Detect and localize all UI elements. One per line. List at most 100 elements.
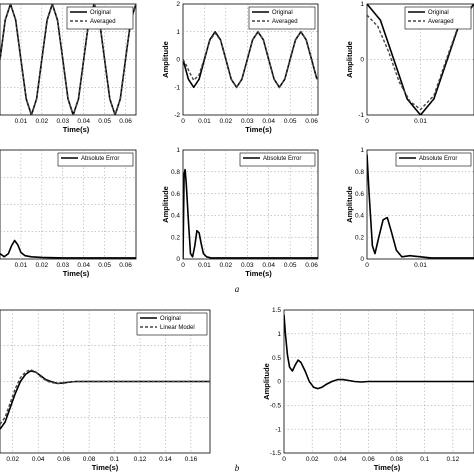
y-tick-label: 1.5	[272, 307, 281, 314]
x-tick-label: 0.02	[36, 118, 49, 125]
series-line-1	[367, 154, 474, 259]
x-tick-label: 0.01	[414, 118, 427, 125]
x-tick-label: 0.04	[334, 456, 347, 463]
legend-box	[395, 152, 472, 167]
y-tick-label: 2	[176, 1, 180, 8]
y-axis-label: Amplitude	[262, 363, 271, 400]
legend: Original Averaged	[248, 6, 316, 30]
x-tick-label: 0.05	[284, 262, 297, 269]
legend-entry: Averaged	[272, 19, 298, 25]
x-tick-label: 0.02	[36, 262, 49, 269]
x-tick-label: 0.03	[241, 262, 254, 269]
legend-entry: Absolute Error	[263, 156, 301, 162]
y-tick-label: 0.8	[171, 169, 180, 176]
chart-panel-1: 0.01 0.02 0.03 0.04 0.05 0.06 Time(s) Original A…	[0, 3, 137, 134]
plot-frame	[366, 149, 474, 260]
legend: Original Averaged	[66, 6, 134, 30]
x-tick-label: 0.14	[159, 456, 172, 463]
x-axis-label: Time(s)	[374, 463, 401, 472]
series-line-1	[183, 168, 318, 259]
x-axis-label: Time(s)	[92, 463, 119, 472]
y-tick-label: 1	[176, 147, 180, 154]
series-line-1	[0, 239, 136, 259]
y-tick-label: 0.2	[171, 234, 180, 241]
y-tick-label: 0.5	[272, 355, 281, 362]
y-tick-label: 1	[360, 147, 364, 154]
x-tick-label: 0.02	[220, 262, 233, 269]
x-tick-label: 0.16	[185, 456, 198, 463]
y-axis-label: Amplitude	[161, 186, 170, 223]
x-tick-label: 0	[365, 262, 369, 269]
x-tick-label: 0.06	[57, 456, 70, 463]
y-tick-label: -1	[174, 84, 180, 91]
y-tick-label: 1	[277, 331, 281, 338]
y-tick-label: -1.5	[270, 450, 282, 457]
y-tick-label: 0	[176, 256, 180, 263]
y-tick-label: 1	[360, 1, 364, 8]
x-tick-label: 0.1	[420, 456, 429, 463]
x-tick-label: 0.05	[98, 118, 111, 125]
chart-panel-8: 0 0.02 0.04 0.06 0.08 0.1 0.12 -1.5 -1 -0.5 0 0.5 1 1…	[262, 307, 474, 472]
x-tick-label: 0.05	[284, 118, 297, 125]
legend-entry: Original	[90, 10, 111, 16]
legend-entry: Absolute Error	[81, 156, 119, 162]
x-tick-label: 0.03	[241, 118, 254, 125]
x-tick-label: 0.01	[15, 118, 28, 125]
plot-frame	[182, 149, 319, 260]
x-tick-label: 0.08	[390, 456, 403, 463]
x-tick-label: 0.04	[32, 456, 45, 463]
legend-entry: Averaged	[90, 19, 116, 25]
x-tick-label: 0.06	[119, 262, 132, 269]
legend: Absolute Error	[57, 152, 134, 167]
x-tick-label: 0.06	[305, 262, 318, 269]
x-tick-label: 0.02	[6, 456, 19, 463]
y-tick-label: 0.2	[355, 234, 364, 241]
legend-entry: Original	[428, 10, 449, 16]
x-tick-label: 0	[282, 456, 286, 463]
y-tick-label: 0	[176, 57, 180, 64]
y-tick-label: 0	[277, 379, 281, 386]
legend-box	[239, 152, 316, 167]
series-line-2	[367, 4, 474, 111]
y-tick-label: 0.8	[355, 169, 364, 176]
chart-panel-6: 0 0.01 0 0.2 0.4 0.6 0.8 1 Amplitude Absolute Err…	[345, 147, 474, 269]
legend-entry: Absolute Error	[419, 156, 457, 162]
legend: Absolute Error	[395, 152, 472, 167]
x-tick-label: 0.12	[134, 456, 147, 463]
x-axis-label: Time(s)	[245, 125, 272, 134]
y-tick-label: 0.6	[355, 191, 364, 198]
series-line-2	[0, 4, 136, 115]
series-line-2	[183, 30, 318, 89]
x-tick-label: 0.06	[362, 456, 375, 463]
y-tick-label: 1	[176, 29, 180, 36]
x-tick-label: 0.04	[77, 118, 90, 125]
chart-panel-2: 0 0.01 0.02 0.03 0.04 0.05 0.06 -2 -1 0 1 2 Time(s) A…	[161, 1, 319, 134]
legend-entry: Original	[272, 10, 293, 16]
x-tick-label: 0.04	[262, 118, 275, 125]
y-axis-label: Amplitude	[161, 41, 170, 78]
y-tick-label: -0.5	[270, 403, 282, 410]
legend: Absolute Error	[239, 152, 316, 167]
chart-panel-7: 0.02 0.04 0.06 0.08 0.1 0.12 0.14 0.16 Time(s) Or…	[0, 309, 211, 472]
x-axis-label: Time(s)	[63, 269, 90, 278]
y-tick-label: 0	[360, 256, 364, 263]
x-tick-label: 0.06	[119, 118, 132, 125]
legend-box	[57, 152, 134, 167]
x-tick-label: 0.02	[220, 118, 233, 125]
y-tick-label: 0.4	[171, 213, 180, 220]
y-tick-label: -1	[358, 112, 364, 119]
caption-b: b	[235, 463, 240, 473]
y-tick-label: 0.6	[171, 191, 180, 198]
x-tick-label: 0.03	[56, 118, 69, 125]
series-line-1	[0, 370, 210, 430]
x-tick-label: 0.01	[414, 262, 427, 269]
x-tick-label: 0	[181, 262, 185, 269]
y-tick-label: -2	[174, 112, 180, 119]
chart-panel-5: 0 0.01 0.02 0.03 0.04 0.05 0.06 0 0.2 0.4 0.6 0.8 1 T…	[161, 147, 319, 278]
y-tick-label: 0	[360, 57, 364, 64]
x-tick-label: 0.05	[98, 262, 111, 269]
x-tick-label: 0	[181, 118, 185, 125]
